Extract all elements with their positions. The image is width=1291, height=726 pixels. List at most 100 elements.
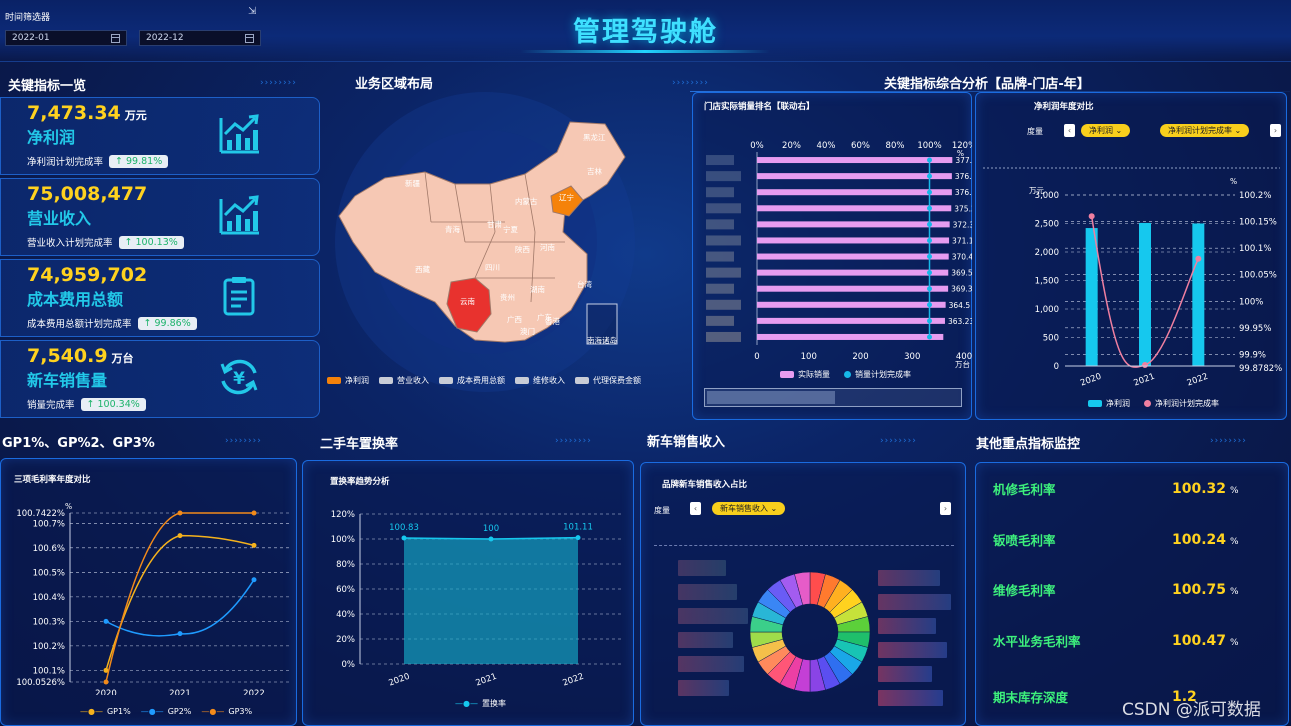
kpi-card-new-car-sales[interactable]: 7,540.9 万台 新车销售量 销量完成率 ↑ 100.34% ¥ xyxy=(0,340,320,418)
rank-bar[interactable] xyxy=(757,189,952,196)
rank-bar[interactable] xyxy=(757,333,944,340)
rank-bar[interactable] xyxy=(757,205,952,212)
calendar-icon[interactable] xyxy=(245,33,254,43)
completion-point[interactable] xyxy=(927,318,932,324)
legend-swatch xyxy=(439,377,453,384)
gp-point[interactable] xyxy=(103,667,109,673)
rank-bar[interactable] xyxy=(757,317,945,324)
kpi-value: 75,008,477 xyxy=(27,183,148,205)
calendar-icon[interactable] xyxy=(111,33,120,43)
slider-selection[interactable] xyxy=(707,391,835,404)
pixelated-brand-label xyxy=(678,656,744,672)
filter-icon[interactable]: ⇲ xyxy=(248,6,257,17)
measure-pill-new-car[interactable]: 新车销售收入 ⌄ xyxy=(712,502,786,515)
next-button[interactable]: › xyxy=(1270,124,1281,137)
end-date-input[interactable]: 2022-12 xyxy=(139,30,261,46)
prev-button[interactable]: ‹ xyxy=(1064,124,1075,137)
legend-swatch xyxy=(1088,400,1102,407)
prev-button[interactable]: ‹ xyxy=(690,502,701,515)
rank-bar[interactable] xyxy=(757,157,953,164)
kpi-card-cost[interactable]: 74,959,702 成本费用总额 成本费用总额计划完成率 ↑ 99.86% xyxy=(0,259,320,337)
replace-chart[interactable]: 120% 100% 80% 60% 40% 20% 0% 100.83 2020 100 2021 1… xyxy=(302,500,634,700)
rank-bar[interactable] xyxy=(757,253,949,260)
gp-unit: % xyxy=(65,502,72,511)
map-base-region[interactable] xyxy=(338,121,626,343)
completion-point[interactable] xyxy=(927,334,932,340)
map-legend-item[interactable]: 净利润 xyxy=(327,375,369,386)
kpi-card-revenue[interactable]: 75,008,477 营业收入 营业收入计划完成率 ↑ 100.13% xyxy=(0,178,320,256)
gp-point[interactable] xyxy=(251,577,257,583)
completion-point[interactable] xyxy=(927,254,932,260)
completion-point[interactable] xyxy=(927,189,932,195)
kpi-value: 7,540.9 万台 xyxy=(27,345,134,367)
chevrons-decoration: ›››››››› xyxy=(225,436,262,446)
x-tick-label: 2022 xyxy=(1186,372,1210,389)
range-slider[interactable] xyxy=(704,388,962,407)
gp-chart[interactable]: %100.7422%100.7% 100.6% 100.5% 100.4% 100.3%… xyxy=(0,495,297,695)
map-legend-item[interactable]: 营业收入 xyxy=(379,375,429,386)
gp-point[interactable] xyxy=(103,618,109,624)
profit-bar[interactable] xyxy=(1085,228,1098,366)
map-legend-item[interactable]: 维修收入 xyxy=(515,375,565,386)
completion-point[interactable] xyxy=(927,302,932,308)
completion-point[interactable] xyxy=(1088,213,1095,220)
replace-point[interactable] xyxy=(488,536,494,542)
completion-point[interactable] xyxy=(927,237,932,243)
completion-point[interactable] xyxy=(927,286,932,292)
rank-bar[interactable] xyxy=(757,173,952,180)
bottom-tick-label: 200 xyxy=(852,352,868,362)
monitor-value: 100.75% xyxy=(1172,582,1239,598)
donut-chart[interactable] xyxy=(740,560,880,705)
measure-pill-completion[interactable]: 净利润计划完成率 ⌄ xyxy=(1160,124,1250,137)
yen-cycle-icon: ¥ xyxy=(220,359,258,395)
monitor-panel xyxy=(975,462,1289,726)
start-date-input[interactable]: 2022-01 xyxy=(5,30,127,46)
right-tick-label: 99.95% xyxy=(1239,324,1271,334)
completion-point[interactable] xyxy=(927,205,932,211)
x-tick-label: 2020 xyxy=(95,689,117,695)
completion-point[interactable] xyxy=(927,157,932,163)
donut-slice[interactable] xyxy=(794,571,811,606)
gp-point[interactable] xyxy=(251,542,257,548)
profit-bar[interactable] xyxy=(1192,223,1205,367)
gp-point[interactable] xyxy=(103,679,109,685)
rank-bar[interactable] xyxy=(757,221,950,228)
completion-point[interactable] xyxy=(1195,255,1202,262)
legend-swatch xyxy=(780,371,794,378)
completion-point[interactable] xyxy=(927,221,932,227)
map-liaoning-highlight[interactable] xyxy=(550,185,584,217)
map-legend-item[interactable]: 成本费用总额 xyxy=(439,375,505,386)
gp-point[interactable] xyxy=(177,533,183,539)
completion-point[interactable] xyxy=(927,173,932,179)
next-button[interactable]: › xyxy=(940,502,951,515)
top-tick-label: 40% xyxy=(817,141,836,151)
rank-bar[interactable] xyxy=(757,237,950,244)
completion-point[interactable] xyxy=(1142,362,1148,369)
right-tick-label: 100.05% xyxy=(1239,271,1277,281)
gp-point[interactable] xyxy=(177,631,183,637)
rank-bar[interactable] xyxy=(757,301,946,308)
profit-bar[interactable] xyxy=(1139,222,1151,366)
measure-pill-net-profit[interactable]: 净利润 ⌄ xyxy=(1081,124,1131,137)
rank-bar[interactable] xyxy=(757,285,949,292)
gp-point[interactable] xyxy=(177,510,183,516)
monitor-label: 水平业务毛利率 xyxy=(993,634,1081,649)
y-tick-label: 100.7% xyxy=(33,519,65,529)
map-legend[interactable]: 净利润 营业收入 成本费用总额 维修收入 代理保费金额 xyxy=(327,375,641,386)
bottom-tick-label: 400 xyxy=(956,352,972,362)
gp-point[interactable] xyxy=(251,510,257,516)
completion-point[interactable] xyxy=(927,270,932,276)
rank-bar[interactable] xyxy=(757,269,949,276)
replace-point[interactable] xyxy=(575,535,581,541)
pixelated-store-name xyxy=(706,219,734,230)
legend-swatch xyxy=(844,371,851,378)
kpi-card-net-profit[interactable]: 7,473.34 万元 净利润 净利润计划完成率 ↑ 99.81% xyxy=(0,97,320,175)
profit-chart[interactable]: 万元% 3,000 2,500 2,000 1,500 1,000 500 0 100.2% 10… xyxy=(975,160,1287,390)
y-tick-label: 100.6% xyxy=(33,544,65,554)
growth-chart-icon xyxy=(219,195,259,235)
map-yunnan-highlight[interactable] xyxy=(446,277,492,333)
replace-point[interactable] xyxy=(401,535,407,541)
map-legend-item[interactable]: 代理保费金额 xyxy=(575,375,641,386)
